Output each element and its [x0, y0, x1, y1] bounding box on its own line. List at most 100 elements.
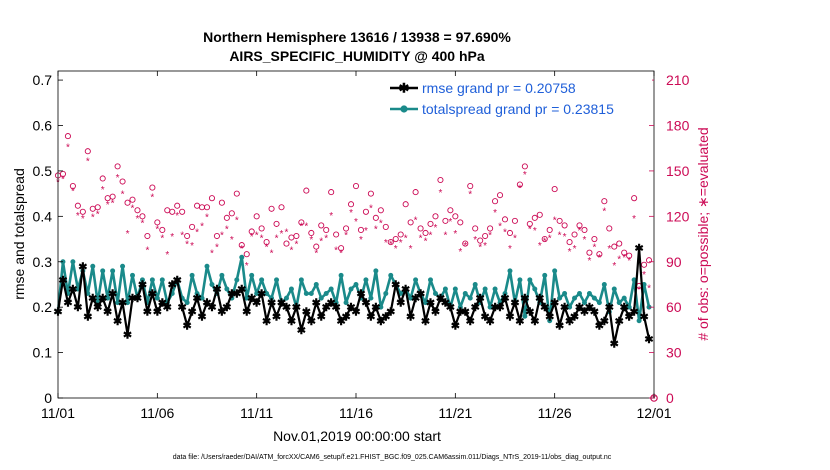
totalspread-point	[611, 286, 617, 292]
obs-possible-marker	[422, 229, 429, 237]
rmse-line	[56, 247, 651, 345]
rmse-point: ✱	[595, 320, 604, 332]
obs-evaluated-marker: *	[304, 221, 308, 232]
rmse-point: ✱	[173, 275, 182, 287]
obs-possible-marker	[407, 219, 414, 226]
rmse-point: ✱	[138, 279, 147, 291]
obs-possible-marker	[521, 163, 528, 170]
chart-title: Northern Hemisphere 13616 / 13938 = 97.6…	[203, 29, 511, 45]
obs-possible-marker	[179, 208, 186, 215]
obs-evaluated-marker: *	[140, 218, 144, 229]
obs-evaluated-marker: *	[230, 235, 234, 246]
obs-possible-marker	[109, 193, 116, 200]
rmse-point: ✱	[466, 316, 475, 328]
rmse-point: ✱	[63, 298, 72, 310]
totalspread-point	[204, 263, 210, 269]
plot-background	[58, 71, 654, 398]
obs-evaluated-marker: *	[210, 249, 214, 260]
y-axis-label-left: rmse and totalspread	[11, 168, 27, 300]
obs-evaluated-marker: *	[583, 235, 587, 246]
rmse-point: ✱	[620, 302, 629, 314]
rmse-point: ✱	[212, 284, 221, 296]
obs-evaluated-marker: *	[66, 143, 70, 154]
obs-evaluated-marker: *	[200, 221, 204, 232]
y-right-tick-label: 180	[666, 118, 690, 134]
obs-evaluated-marker: *	[528, 224, 532, 235]
obs-evaluated-marker: *	[602, 206, 606, 217]
rmse-point: ✱	[575, 302, 584, 314]
plot-area: * **** *** *** ****** ********** *************…	[53, 70, 658, 405]
totalspread-point	[70, 259, 76, 265]
rmse-point: ✱	[336, 316, 345, 328]
obs-possible-marker	[551, 186, 558, 193]
obs-evaluated-marker: *	[404, 234, 408, 245]
obs-evaluated-marker: *	[294, 240, 298, 251]
y-tick-label: 0	[44, 390, 52, 406]
rmse-point: ✱	[202, 298, 211, 310]
obs-possible-marker	[526, 220, 533, 227]
totalspread-point	[502, 291, 508, 297]
totalspread-point	[542, 272, 548, 278]
totalspread-point	[363, 277, 369, 283]
y-right-tick-label: 0	[666, 390, 674, 406]
obs-evaluated-marker: *	[568, 247, 572, 258]
rmse-point: ✱	[411, 293, 420, 305]
rmse-point: ✱	[217, 307, 226, 319]
rmse-point: ✱	[396, 298, 405, 310]
y-right-tick-label: 30	[666, 345, 682, 361]
totalspread-point	[120, 263, 126, 269]
obs-possible-marker	[64, 133, 71, 140]
totalspread-point	[423, 300, 429, 306]
obs-count-markers: * **** *** *** ****** ********** *************…	[54, 133, 658, 405]
rmse-point: ✱	[610, 339, 619, 351]
obs-evaluated-marker: *	[101, 185, 105, 196]
y-axis-left: 0 0.1 0.2 0.3 0.4 0.5 0.6 0.7	[33, 72, 63, 406]
totalspread-point	[562, 291, 568, 297]
obs-evaluated-marker: *	[136, 214, 140, 225]
obs-evaluated-marker: *	[434, 223, 438, 234]
totalspread-point	[442, 286, 448, 292]
x-axis: 11/01 11/06 11/11 11/16 11/21 11/26 12/01	[41, 71, 672, 421]
obs-possible-marker	[149, 184, 156, 191]
obs-evaluated-marker: *	[359, 235, 363, 246]
totalspread-point	[567, 304, 573, 310]
legend-spread-label: totalspread grand pr = 0.23815	[422, 101, 614, 117]
obs-possible-marker	[303, 187, 310, 194]
obs-evaluated-marker: *	[220, 231, 224, 242]
rmse-point: ✱	[78, 261, 87, 273]
obs-evaluated-marker: *	[145, 246, 149, 257]
obs-evaluated-marker: *	[225, 224, 229, 235]
totalspread-point	[303, 291, 309, 297]
obs-possible-marker	[159, 226, 166, 234]
rmse-point: ✱	[391, 279, 400, 291]
rmse-point: ✱	[262, 316, 271, 328]
obs-possible-marker	[541, 235, 548, 243]
obs-evaluated-marker: *	[488, 231, 492, 242]
totalspread-point	[224, 286, 230, 292]
rmse-point: ✱	[133, 293, 142, 305]
obs-evaluated-marker: *	[473, 235, 477, 246]
obs-evaluated-marker: *	[523, 170, 527, 181]
y-tick-label: 0.3	[33, 254, 53, 270]
rmse-point: ✱	[282, 302, 291, 314]
obs-possible-marker	[298, 219, 305, 226]
obs-possible-marker	[412, 189, 419, 196]
obs-evaluated-marker: *	[364, 226, 368, 237]
obs-evaluated-marker: *	[329, 211, 333, 222]
obs-possible-marker	[213, 232, 220, 240]
y-right-tick-label: 120	[666, 208, 690, 224]
obs-possible-marker	[124, 199, 131, 206]
totalspread-point	[328, 286, 334, 292]
totalspread-point	[482, 286, 488, 292]
y-right-tick-label: 150	[666, 163, 690, 179]
rmse-point: ✱	[520, 293, 529, 305]
rmse-point: ✱	[644, 334, 653, 346]
obs-evaluated-marker: *	[121, 190, 125, 201]
obs-possible-marker	[382, 223, 389, 230]
obs-possible-marker	[472, 225, 479, 232]
obs-possible-marker	[129, 196, 136, 203]
obs-evaluated-marker: *	[126, 229, 130, 240]
totalspread-point	[432, 291, 438, 297]
legend: ✱ rmse grand pr = 0.20758 totalspread gr…	[388, 77, 652, 121]
obs-evaluated-marker: *	[245, 261, 249, 272]
